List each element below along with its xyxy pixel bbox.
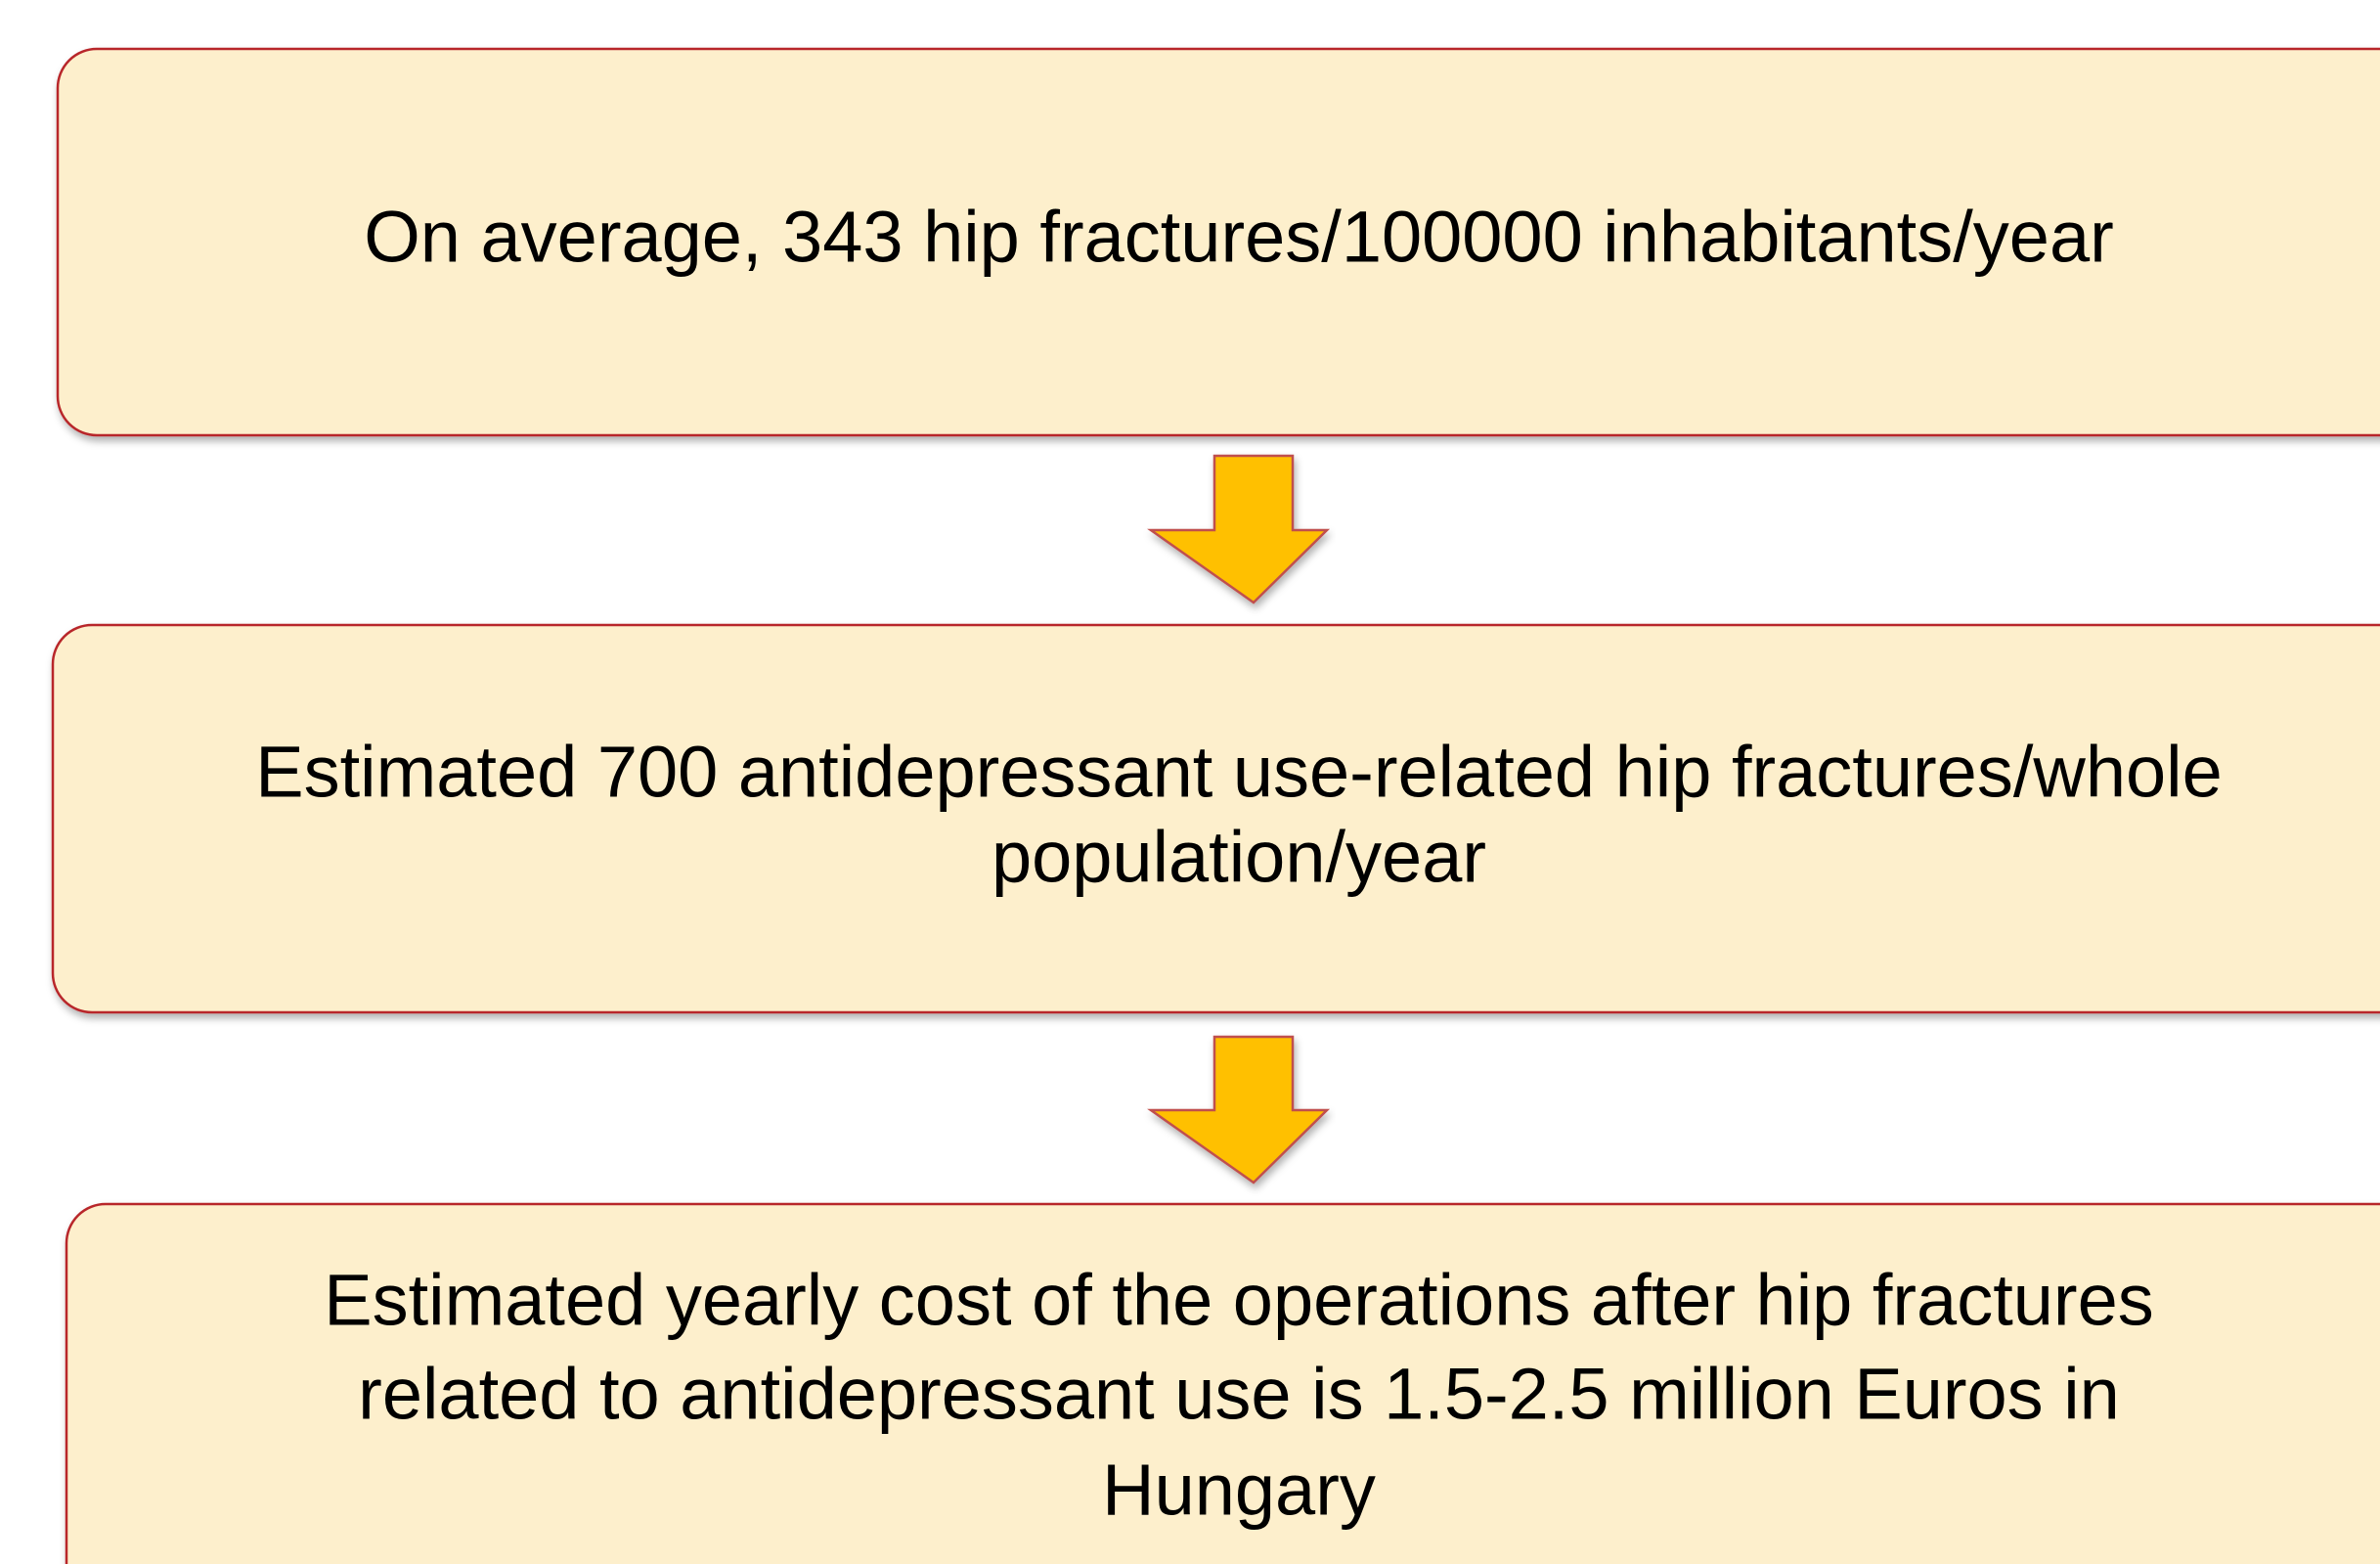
box	[65, 1202, 2380, 1564]
arrow-down	[1147, 1035, 1331, 1184]
box-text: Estimated 700 antidepressant use-related…	[255, 732, 2222, 813]
arrow-down	[1147, 454, 1331, 604]
box-text: Estimated yearly cost of the operations …	[324, 1260, 2153, 1341]
box	[51, 623, 2380, 1014]
box-text: related to antidepressant use is 1.5-2.5…	[358, 1354, 2120, 1435]
box-text: Hungary	[1102, 1450, 1376, 1531]
box-text: population/year	[992, 817, 1486, 898]
box-text: On average, 343 hip fractures/100000 inh…	[364, 197, 2114, 278]
box	[56, 47, 2380, 437]
